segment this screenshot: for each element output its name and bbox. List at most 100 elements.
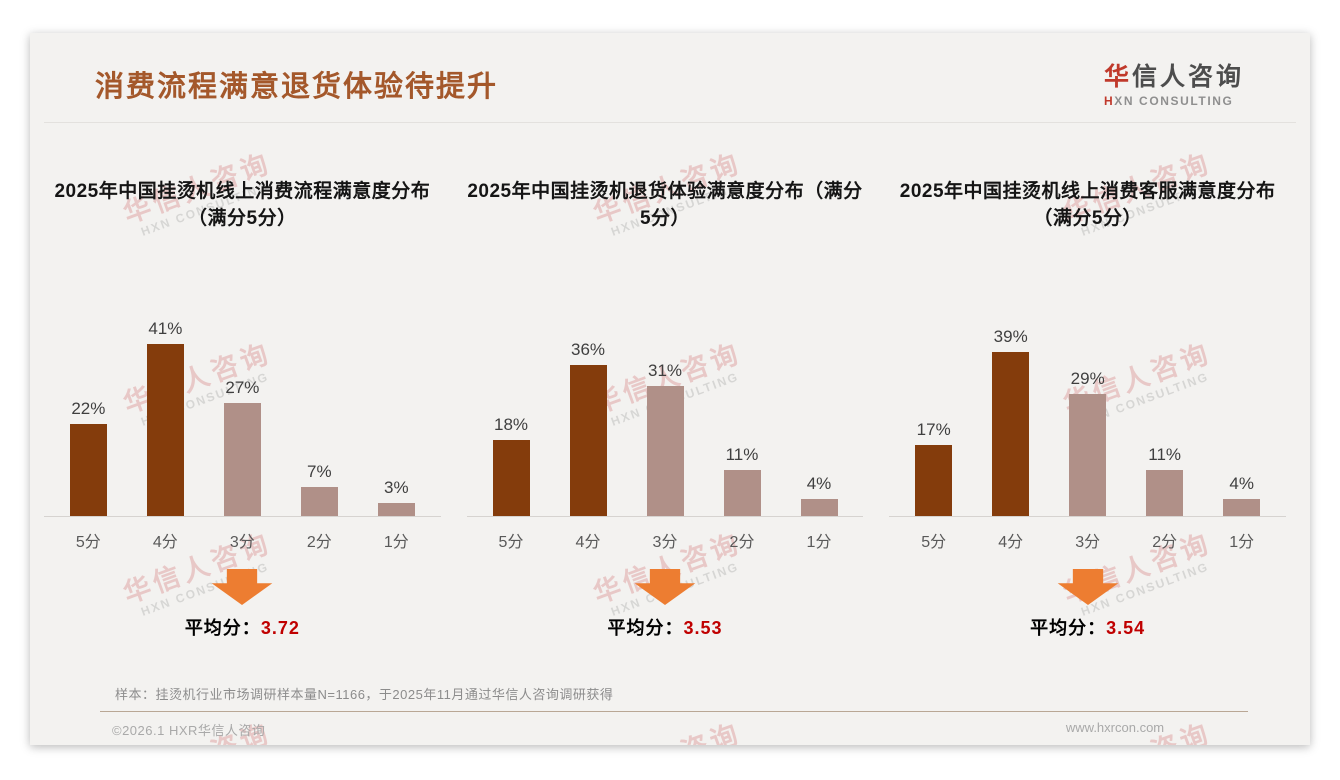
bar-value-label: 11% bbox=[725, 445, 759, 464]
x-axis-label: 4分 bbox=[998, 534, 1024, 551]
chart-customer-service: 2025年中国挂烫机线上消费客服满意度分布（满分5分） 17% 39% 29% 11%… bbox=[889, 179, 1287, 640]
x-axis-label: 3分 bbox=[1075, 534, 1101, 551]
bars-row: 22% 41% 27% 7% 3% bbox=[44, 243, 441, 517]
xlabels-row: 5分 4分 3分 2分 1分 bbox=[889, 517, 1286, 552]
watermark-english: HXN CONSULTING bbox=[109, 739, 302, 745]
sample-note: 样本：挂烫机行业市场调研样本量N=1166，于2025年11月通过华信人咨询调研… bbox=[115, 687, 614, 702]
x-axis-label: 2分 bbox=[1152, 534, 1178, 551]
chart-title: 2025年中国挂烫机退货体验满意度分布（满分5分） bbox=[467, 181, 863, 229]
bar bbox=[800, 499, 838, 516]
bar-value-label: 7% bbox=[307, 462, 332, 481]
bar-group: 3% bbox=[358, 478, 435, 516]
x-axis-label: 2分 bbox=[729, 534, 755, 551]
bar bbox=[69, 424, 107, 516]
arrow-wrap bbox=[467, 569, 864, 605]
watermark-english: HXN CONSULTING bbox=[579, 739, 772, 745]
logo-chinese-first-char: 华 bbox=[1103, 63, 1132, 91]
bar-value-label: 17% bbox=[916, 420, 951, 439]
bar-group: 17% bbox=[895, 420, 972, 516]
bars-row: 18% 36% 31% 11% 4% bbox=[466, 243, 864, 517]
average-score-row: 平均分：3.53 bbox=[467, 614, 864, 640]
average-score-row: 平均分：3.54 bbox=[889, 614, 1286, 640]
charts-row: 2025年中国挂烫机线上消费流程满意度分布（满分5分） 22% 41% 27% 7% 3… bbox=[44, 179, 1287, 640]
watermark-chinese: 华信人咨询 bbox=[568, 710, 767, 745]
average-score-row: 平均分：3.72 bbox=[44, 614, 441, 640]
bars-row: 17% 39% 29% 11% 4% bbox=[889, 243, 1287, 517]
chart-return-experience: 2025年中国挂烫机退货体验满意度分布（满分5分） 18% 36% 31% 11% 4%… bbox=[466, 179, 864, 640]
bar bbox=[569, 365, 607, 516]
bar bbox=[146, 344, 184, 516]
x-axis-label: 4分 bbox=[575, 534, 601, 551]
bar-value-label: 18% bbox=[493, 415, 529, 434]
slide-card: 华信人咨询 HXN CONSULTING 华信人咨询 HXN CONSULTING 华信… bbox=[30, 33, 1310, 745]
header: 消费流程满意退货体验待提升 华信人咨询 HXN CONSULTING bbox=[30, 33, 1310, 123]
bar-value-label: 11% bbox=[1148, 445, 1182, 464]
bar bbox=[223, 403, 261, 516]
logo-english-rest: XN CONSULTING bbox=[1114, 94, 1234, 108]
page-title: 消费流程满意退货体验待提升 bbox=[95, 71, 499, 103]
bar bbox=[1223, 499, 1261, 516]
bar bbox=[646, 386, 684, 516]
bar-value-label: 29% bbox=[1070, 369, 1105, 388]
x-axis-label: 3分 bbox=[652, 534, 678, 551]
bar-group: 7% bbox=[281, 462, 358, 516]
average-label: 平均分： bbox=[1030, 618, 1107, 638]
x-axis-label: 5分 bbox=[75, 534, 101, 551]
copyright-text: ©2026.1 HXR华信人咨询 bbox=[112, 723, 266, 738]
down-arrow-icon bbox=[1057, 569, 1118, 605]
website-url: www.hxrcon.com bbox=[1065, 720, 1165, 735]
x-axis-label: 5分 bbox=[921, 534, 947, 551]
bar-group: 41% bbox=[127, 319, 204, 516]
x-axis-label: 1分 bbox=[806, 534, 832, 551]
arrow-wrap bbox=[889, 569, 1286, 605]
bar bbox=[915, 445, 953, 516]
logo-chinese-rest: 信人咨询 bbox=[1131, 63, 1244, 91]
bar-value-label: 31% bbox=[647, 361, 683, 380]
bar bbox=[1146, 470, 1184, 516]
bar bbox=[992, 352, 1030, 516]
logo-english-name: HXN CONSULTING bbox=[1104, 94, 1244, 108]
bar-value-label: 36% bbox=[570, 340, 606, 359]
header-divider bbox=[44, 122, 1296, 123]
bar bbox=[723, 470, 761, 516]
x-axis-label: 3分 bbox=[229, 534, 255, 551]
bar-value-label: 41% bbox=[148, 319, 183, 338]
bar-value-label: 27% bbox=[225, 378, 260, 397]
bar-group: 29% bbox=[1049, 369, 1126, 516]
bar-value-label: 22% bbox=[71, 399, 106, 418]
chart-title: 2025年中国挂烫机线上消费客服满意度分布（满分5分） bbox=[899, 181, 1276, 229]
bar-value-label: 39% bbox=[993, 327, 1028, 346]
bar-group: 4% bbox=[781, 474, 858, 516]
bar-group: 36% bbox=[550, 340, 627, 516]
footer-divider bbox=[100, 711, 1248, 712]
bar bbox=[492, 440, 530, 516]
x-axis-label: 1分 bbox=[1229, 534, 1255, 551]
bar-group: 22% bbox=[50, 399, 127, 516]
average-label: 平均分： bbox=[184, 618, 261, 638]
bar-value-label: 4% bbox=[806, 474, 832, 493]
x-axis-label: 4分 bbox=[152, 534, 178, 551]
chart-title: 2025年中国挂烫机线上消费流程满意度分布（满分5分） bbox=[54, 181, 431, 229]
bar-group: 39% bbox=[972, 327, 1049, 516]
chart-consumption-process: 2025年中国挂烫机线上消费流程满意度分布（满分5分） 22% 41% 27% 7% 3… bbox=[44, 179, 441, 640]
average-value: 3.72 bbox=[260, 618, 300, 638]
x-axis-label: 2分 bbox=[306, 534, 332, 551]
company-logo: 华信人咨询 HXN CONSULTING bbox=[1104, 57, 1244, 108]
average-label: 平均分： bbox=[607, 618, 684, 638]
bar-value-label: 4% bbox=[1229, 474, 1254, 493]
xlabels-row: 5分 4分 3分 2分 1分 bbox=[467, 517, 864, 552]
bar-group: 4% bbox=[1203, 474, 1280, 516]
down-arrow-icon bbox=[212, 569, 273, 605]
bar bbox=[377, 503, 415, 516]
watermark-english: HXN CONSULTING bbox=[1049, 739, 1242, 745]
logo-chinese-name: 华信人咨询 bbox=[1104, 57, 1244, 93]
bar-value-label: 3% bbox=[384, 478, 409, 497]
average-value: 3.53 bbox=[683, 618, 723, 638]
bar bbox=[1069, 394, 1107, 516]
logo-english-first-char: H bbox=[1103, 94, 1115, 108]
xlabels-row: 5分 4分 3分 2分 1分 bbox=[44, 517, 441, 552]
bar-group: 11% bbox=[1126, 445, 1203, 516]
x-axis-label: 5分 bbox=[498, 534, 524, 551]
bar-group: 18% bbox=[473, 415, 550, 516]
